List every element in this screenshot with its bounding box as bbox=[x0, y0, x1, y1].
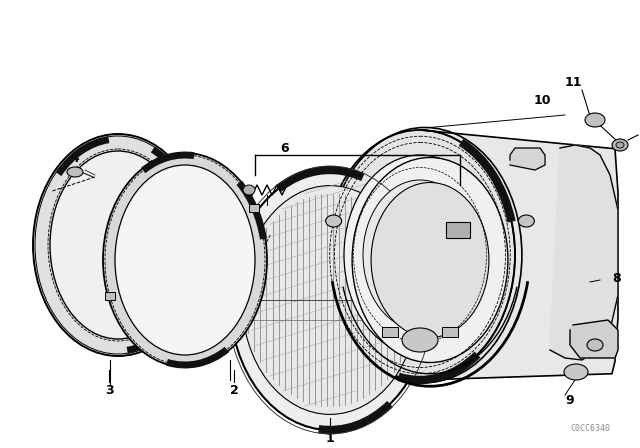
Text: 7: 7 bbox=[458, 214, 467, 227]
Ellipse shape bbox=[564, 364, 588, 380]
Ellipse shape bbox=[402, 328, 438, 352]
Ellipse shape bbox=[103, 153, 267, 367]
Text: 11: 11 bbox=[564, 76, 582, 89]
Polygon shape bbox=[510, 148, 545, 170]
Ellipse shape bbox=[344, 155, 496, 355]
Text: 1: 1 bbox=[326, 431, 334, 444]
Text: 6: 6 bbox=[281, 142, 289, 155]
Text: 3: 3 bbox=[105, 383, 113, 396]
Text: 10: 10 bbox=[533, 94, 551, 107]
Text: 9: 9 bbox=[566, 393, 574, 406]
FancyBboxPatch shape bbox=[446, 222, 470, 238]
Ellipse shape bbox=[230, 170, 430, 430]
Ellipse shape bbox=[612, 139, 628, 151]
FancyBboxPatch shape bbox=[250, 203, 259, 211]
FancyBboxPatch shape bbox=[105, 292, 115, 300]
FancyBboxPatch shape bbox=[442, 327, 458, 337]
Text: 5: 5 bbox=[248, 203, 257, 216]
Text: C0CC6340: C0CC6340 bbox=[570, 423, 610, 432]
Ellipse shape bbox=[242, 185, 418, 414]
Ellipse shape bbox=[325, 130, 515, 380]
Text: 8: 8 bbox=[612, 271, 621, 284]
Polygon shape bbox=[420, 130, 618, 380]
Ellipse shape bbox=[587, 339, 603, 351]
Ellipse shape bbox=[585, 113, 605, 127]
Ellipse shape bbox=[363, 180, 477, 330]
FancyBboxPatch shape bbox=[382, 327, 398, 337]
Ellipse shape bbox=[115, 165, 255, 355]
Ellipse shape bbox=[33, 134, 203, 356]
Polygon shape bbox=[550, 145, 618, 360]
Ellipse shape bbox=[518, 215, 534, 227]
Ellipse shape bbox=[67, 167, 83, 177]
Ellipse shape bbox=[616, 142, 624, 148]
Ellipse shape bbox=[352, 158, 508, 362]
Text: 2: 2 bbox=[230, 383, 238, 396]
Polygon shape bbox=[570, 320, 618, 358]
Ellipse shape bbox=[50, 151, 186, 339]
Ellipse shape bbox=[326, 215, 342, 227]
Ellipse shape bbox=[243, 185, 255, 195]
Text: 4: 4 bbox=[70, 151, 79, 164]
Ellipse shape bbox=[371, 182, 489, 337]
